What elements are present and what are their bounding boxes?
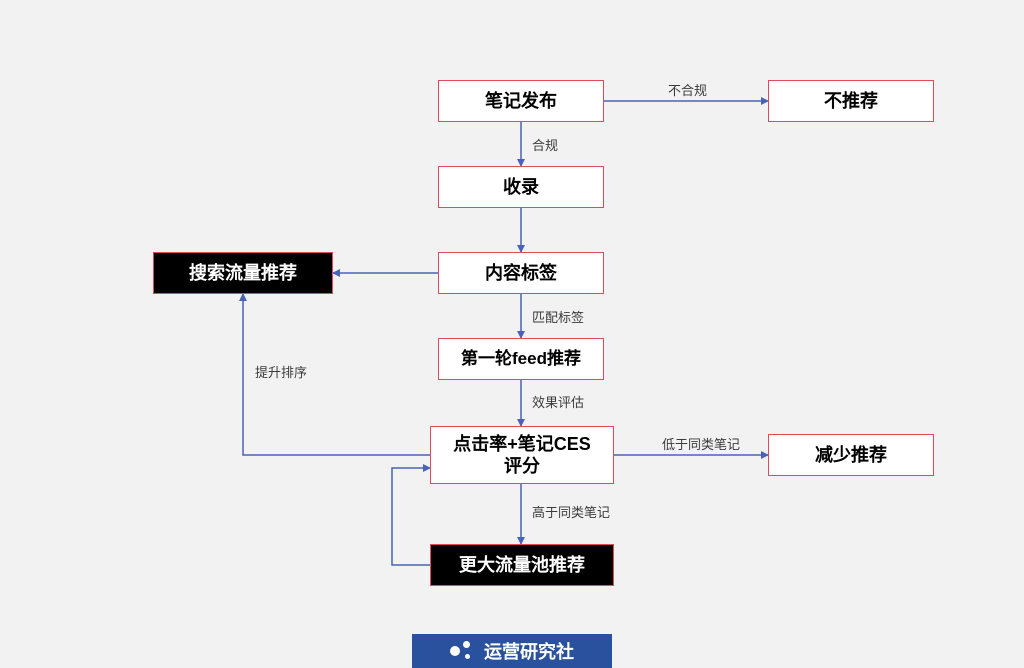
footer-banner: 运营研究社	[412, 634, 612, 668]
node-search-rec: 搜索流量推荐	[153, 252, 333, 294]
footer-label: 运营研究社	[484, 638, 574, 664]
node-first-feed: 第一轮feed推荐	[438, 338, 604, 380]
node-publish: 笔记发布	[438, 80, 604, 122]
node-reduce-rec: 减少推荐	[768, 434, 934, 476]
node-bigger-pool: 更大流量池推荐	[430, 544, 614, 586]
node-content-tag: 内容标签	[438, 252, 604, 294]
node-not-recommend: 不推荐	[768, 80, 934, 122]
footer-logo-icon	[450, 639, 474, 663]
node-ctr-ces: 点击率+笔记CES 评分	[430, 426, 614, 484]
node-include: 收录	[438, 166, 604, 208]
